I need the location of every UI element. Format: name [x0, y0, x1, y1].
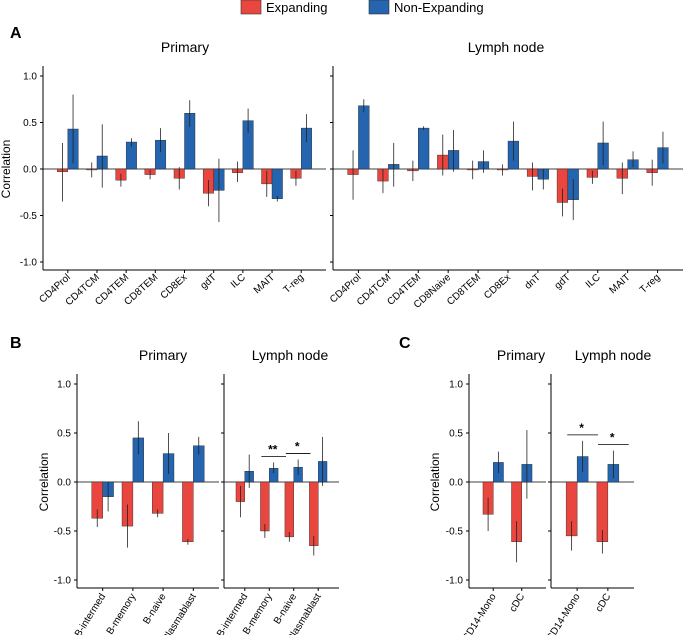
y-tick-label: -0.5	[446, 527, 464, 538]
significance-label: *	[610, 431, 615, 445]
x-tick-label-cd8tem: CD8TEM	[445, 272, 483, 308]
y-tick-label: 0.0	[23, 165, 37, 176]
x-tick-label-b-naive: B-naive	[141, 591, 169, 626]
x-tick-label-mait: MAIT	[608, 272, 633, 296]
bar-non-expanding-mait	[271, 168, 283, 199]
legend-swatch-expanding	[240, 0, 262, 15]
x-tick-label-cd8ex: CD8Ex	[482, 272, 513, 301]
x-tick-label-ilc: ILC	[229, 272, 248, 291]
significance-label: **	[268, 442, 278, 456]
chart-title: Primary	[161, 39, 209, 55]
x-tick-label-gdt: gdT	[553, 272, 573, 292]
bar-non-expanding-cd4tem	[418, 127, 430, 170]
x-tick-label-mait: MAIT	[252, 272, 277, 296]
y-axis-label: Correlation	[428, 453, 442, 512]
y-tick-label: 0.5	[57, 429, 71, 440]
x-tick-label-cd8ex: CD8Ex	[159, 272, 190, 301]
y-tick-label: 1.0	[57, 380, 71, 391]
panel-label-a: A	[10, 25, 22, 42]
x-tick-label-dnt: dnT	[523, 272, 543, 292]
chart-title: Lymph node	[252, 347, 329, 363]
chart-title: Lymph node	[575, 347, 652, 363]
significance-label: *	[295, 439, 300, 453]
panel-c-primary-chart: Primary -1.0 -0.5 0.0 0.5 1.0 Correlation CD14-…	[428, 347, 546, 635]
x-tick-label-cd14-mono: CD14-Mono	[461, 591, 499, 635]
panel-label-c: C	[399, 335, 411, 352]
x-tick-label-ilc: ILC	[584, 272, 603, 291]
chart-title: Lymph node	[468, 39, 545, 55]
panel-label-b: B	[10, 335, 22, 352]
x-tick-label-t-reg: T-reg	[638, 272, 663, 296]
bar-expanding-b-naive	[284, 481, 294, 538]
y-tick-label: 0.5	[23, 118, 37, 129]
x-tick-label-cdc: cDC	[594, 592, 614, 614]
y-tick-label: -1.0	[446, 576, 464, 587]
x-tick-label-t-reg: T-reg	[282, 272, 307, 296]
bar-non-expanding-cd4prol	[358, 105, 370, 170]
chart-title: Primary	[497, 347, 545, 363]
panel-a-lymph-node-chart: Lymph nodeCD4ProlCD4TCMCD4TEMCD8NaiveCD8…	[328, 39, 683, 311]
panel-b-primary-chart: Primary -1.0 -0.5 0.0 0.5 1.0 Correlation B-int…	[37, 347, 219, 635]
y-tick-label: 0.0	[57, 478, 71, 489]
panel-a-primary-chart: Primary-1.0-0.50.00.51.0CorrelationCD4Pr…	[0, 39, 326, 308]
panel-b-lymph-node-chart: Lymph nodeB-intermedB-memoryB-naivePlasm…	[215, 347, 339, 635]
y-tick-label: 0.5	[449, 429, 463, 440]
legend-label-non-expanding: Non-Expanding	[394, 0, 484, 15]
bar-expanding-b-memory	[260, 481, 270, 532]
x-tick-label-cd14-mono: CD14-Mono	[545, 591, 583, 635]
y-tick-label: 1.0	[449, 380, 463, 391]
y-tick-label: 1.0	[23, 72, 37, 83]
bar-expanding-plasmablast	[182, 481, 194, 542]
y-tick-label: -0.5	[20, 211, 38, 222]
bar-expanding-b-naive	[152, 481, 164, 514]
x-tick-label-b-intermed: B-intermed	[73, 592, 108, 635]
significance-label: *	[579, 421, 584, 435]
legend-label-expanding: Expanding	[266, 0, 327, 15]
y-tick-label: 0.0	[449, 478, 463, 489]
y-axis-label: Correlation	[0, 140, 13, 199]
y-tick-label: -0.5	[54, 527, 72, 538]
x-tick-label-b-memory: B-memory	[105, 592, 139, 635]
y-tick-label: -1.0	[20, 258, 38, 269]
legend: Expanding Non-Expanding	[240, 0, 484, 15]
y-tick-label: -1.0	[54, 576, 72, 587]
legend-swatch-non-expanding	[368, 0, 390, 15]
x-tick-label-cdc: cDC	[508, 592, 528, 614]
panel-c-lymph-node-chart: Lymph node CD14-Mono cDC * *	[545, 347, 652, 635]
chart-title: Primary	[139, 347, 187, 363]
y-axis-label: Correlation	[37, 453, 51, 512]
x-tick-label-gdt: gdT	[199, 272, 219, 292]
